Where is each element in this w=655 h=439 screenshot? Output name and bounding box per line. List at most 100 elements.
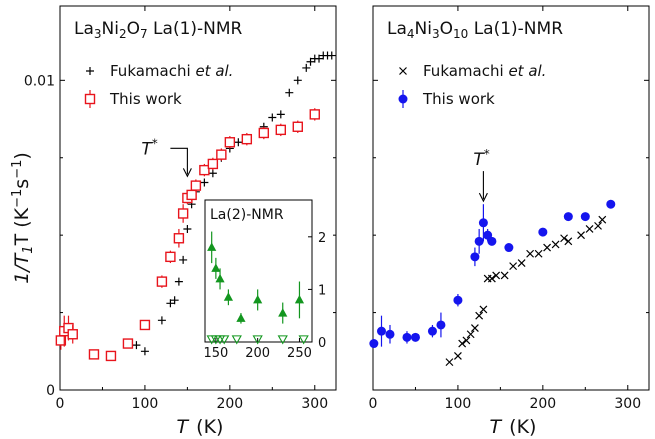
y-axis-label: 1/T1T (K−1s−1)	[10, 152, 36, 284]
data-point	[186, 189, 197, 201]
panel-title-part: 7	[140, 27, 148, 41]
data-point	[376, 326, 386, 336]
data-point	[466, 330, 475, 339]
data-point	[563, 212, 573, 222]
panel-title-part: 10	[453, 27, 468, 41]
annotation-label-sup: *	[484, 147, 490, 161]
panel-title-part: La(1)-NMR	[468, 19, 563, 39]
inset-x-tick-label: 200	[245, 346, 270, 361]
inset-y-tick-label: 1	[318, 283, 326, 298]
data-point	[207, 158, 219, 170]
data-point	[174, 277, 183, 286]
data-point	[462, 336, 471, 345]
legend-marker	[86, 67, 94, 75]
inset-data-point	[211, 263, 221, 272]
x-tick-label: 0	[369, 396, 378, 412]
data-point	[156, 276, 168, 287]
legend-label-plain: Fukamachi	[110, 62, 195, 80]
legend-marker	[399, 67, 407, 75]
annotation-label-sup: *	[152, 136, 158, 150]
data-point	[276, 110, 285, 119]
inset-y-tick-label: 0	[318, 336, 326, 351]
panel-title-part: La	[387, 19, 407, 39]
data-point	[241, 133, 253, 145]
x-axis-label-left-t: T	[177, 416, 190, 438]
data-point	[475, 311, 484, 320]
x-tick-label: 0	[56, 396, 65, 412]
inset-x-tick-label: 150	[203, 346, 228, 361]
x-tick-label: 300	[614, 396, 641, 412]
inset-series-0	[207, 231, 305, 324]
data-point	[369, 339, 379, 349]
data-point	[526, 249, 535, 258]
x-axis-label-right-t: T	[490, 416, 503, 438]
panel-title-part: Ni	[102, 19, 119, 39]
data-point	[564, 237, 573, 246]
data-point	[122, 338, 134, 349]
data-point	[302, 63, 311, 72]
annotation-label: T*	[141, 136, 157, 159]
data-point	[453, 295, 463, 305]
x-tick-label: 100	[132, 396, 159, 412]
inset-series-1	[206, 335, 309, 345]
panel-title-part: 4	[407, 27, 415, 41]
data-point	[487, 236, 497, 246]
data-point	[306, 57, 315, 66]
data-point	[140, 347, 149, 356]
data-point	[183, 224, 192, 233]
series-1	[55, 108, 320, 362]
data-point	[258, 127, 270, 139]
data-point	[208, 169, 217, 178]
inset: La(2)-NMR 150 200 250 0 1 2	[203, 199, 326, 361]
annotation-label: T*	[473, 147, 489, 170]
data-point	[309, 109, 320, 120]
data-point	[234, 138, 243, 147]
data-point	[427, 326, 437, 336]
panel-title-part: 2	[119, 27, 127, 41]
data-point	[216, 149, 227, 160]
data-point	[606, 199, 616, 209]
data-point	[458, 339, 467, 348]
data-point	[224, 137, 236, 148]
data-point	[585, 225, 594, 233]
annotation-arrow	[170, 147, 188, 175]
x-axis-label-right: T (K)	[490, 416, 537, 438]
legend-label: Fukamachi et al.	[110, 62, 233, 80]
data-point	[88, 349, 100, 360]
panel-right: 0 100 200 300 La4Ni3O10 La(1)-NMR Fukamachi e…	[369, 5, 650, 412]
data-point	[292, 121, 303, 132]
data-point	[551, 240, 560, 249]
data-point	[132, 341, 141, 350]
panel-title: La4Ni3O10 La(1)-NMR	[387, 19, 563, 41]
data-point	[492, 271, 501, 280]
data-point	[487, 274, 496, 283]
data-point	[165, 251, 176, 263]
inset-data-point	[278, 308, 288, 317]
inset-data-point	[236, 313, 246, 322]
y-tick-label: 0	[46, 383, 55, 399]
data-point	[453, 352, 462, 360]
inset-data-point	[277, 335, 288, 345]
data-point	[285, 88, 294, 97]
panel-title-part: La	[74, 19, 94, 39]
y-axis-label-mid2: s	[11, 179, 33, 189]
data-point	[275, 124, 286, 136]
data-point	[517, 259, 526, 267]
data-point	[598, 215, 607, 224]
data-point	[580, 212, 590, 222]
y-axis-label-main: 1/T	[11, 252, 33, 283]
data-point	[157, 316, 166, 325]
data-point	[199, 164, 210, 176]
data-point	[173, 233, 185, 244]
panel-title-part: 3	[432, 27, 440, 41]
data-point	[177, 208, 189, 219]
data-point	[445, 358, 454, 367]
inset-title: La(2)-NMR	[210, 207, 284, 223]
legend-label-italic: et al.	[195, 62, 233, 80]
data-point	[293, 76, 302, 85]
legend-label-italic: et al.	[508, 62, 546, 80]
data-point	[470, 252, 480, 262]
y-axis-label-sup1: −1	[10, 189, 25, 208]
data-point	[538, 227, 548, 237]
